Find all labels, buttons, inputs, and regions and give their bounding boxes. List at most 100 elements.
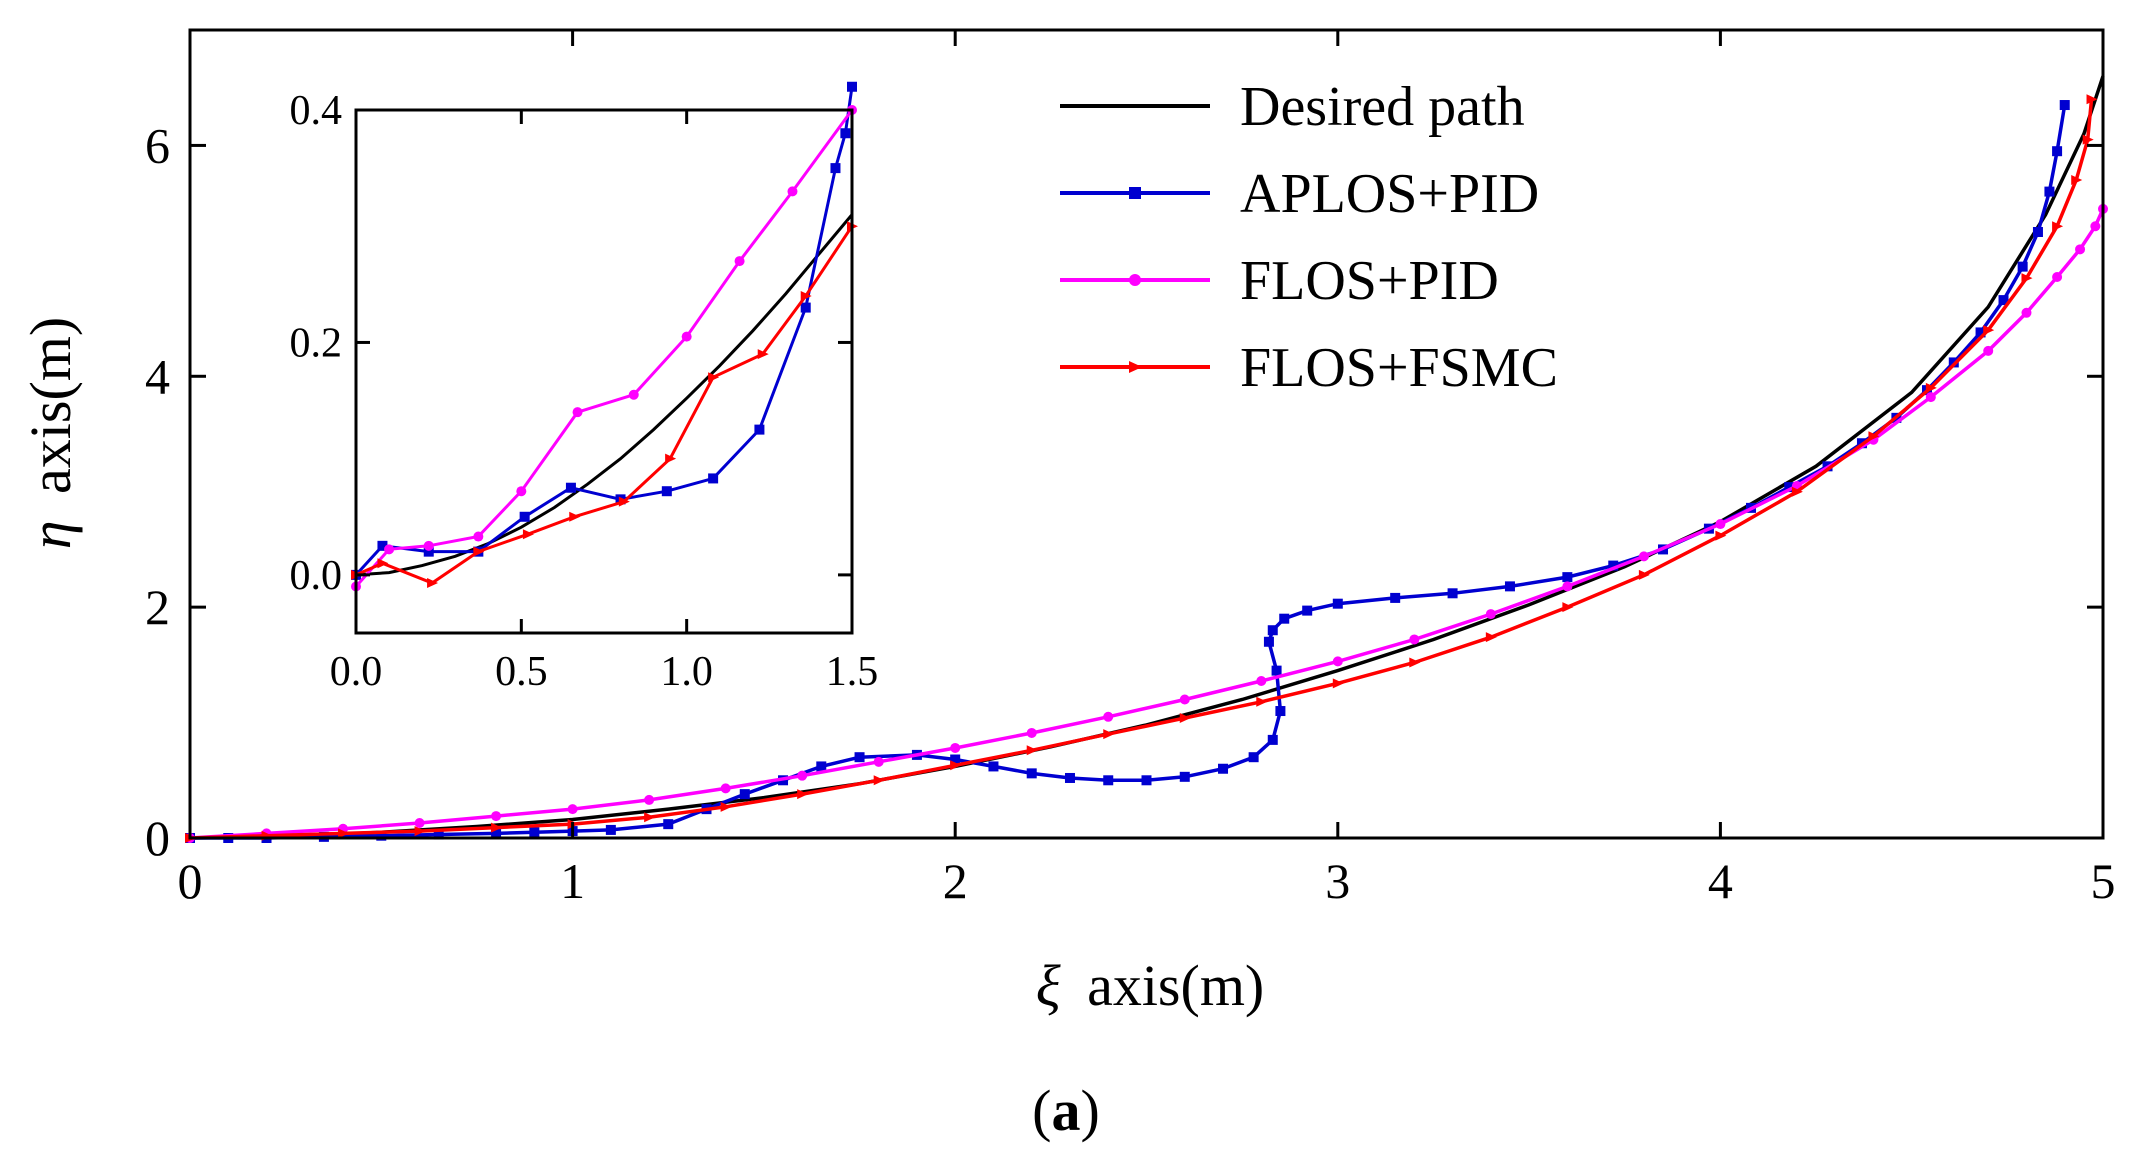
series-3-point (1715, 530, 1727, 541)
series-3-point (1868, 431, 1880, 442)
panel-label-close: ) (1081, 1078, 1100, 1143)
y-axis-symbol: η (18, 520, 83, 549)
series-1-point (1248, 752, 1259, 763)
series-1-point (1275, 706, 1286, 717)
series-1-point (1975, 327, 1986, 338)
series-1-point (1064, 772, 1075, 783)
inset-series-1-point (847, 81, 857, 92)
legend-label-3: FLOS+FSMC (1240, 337, 1558, 399)
series-3-point (338, 828, 350, 839)
series-2-point (644, 794, 655, 805)
inset-series-1-point (840, 128, 851, 139)
inset-series-2-point (423, 540, 434, 551)
main-plot: 0 1 2 3 4 5 0 2 4 6 (145, 28, 2116, 909)
series-line-2 (189, 208, 2105, 840)
inset-series-3-point (522, 529, 534, 540)
legend-marker-3 (1129, 361, 1143, 373)
series-1-point (1332, 598, 1343, 609)
series-1-point (1998, 295, 2009, 306)
inset-series-3-point (618, 496, 630, 507)
inset-series-1-point (377, 540, 388, 551)
series-1-point (1218, 763, 1229, 774)
inset-series-2-point (516, 486, 527, 497)
series-3-point (720, 801, 732, 812)
series-1-point (1267, 625, 1278, 636)
series-1-point (2044, 186, 2055, 197)
inset-series-line-1 (354, 86, 854, 576)
series-1-point (950, 754, 961, 765)
series-2-point (1925, 392, 1936, 403)
inset-y-tick-label: 0.4 (290, 88, 343, 134)
legend-marker-2 (1129, 274, 1141, 286)
series-3-point (1983, 325, 1995, 336)
series-2-point (950, 742, 961, 753)
series-3-point (1791, 486, 1803, 497)
y-tick-label: 2 (145, 579, 170, 635)
series-3-point (1562, 602, 1574, 613)
x-tick-label: 2 (943, 853, 968, 909)
series-1-point (1784, 482, 1795, 493)
inset-y-tick-label: 0.2 (290, 320, 343, 366)
inset-series-1-point (708, 473, 719, 484)
series-1-point (1026, 768, 1037, 779)
inset-series-3-point (569, 511, 581, 522)
panel-label-open: ( (1032, 1078, 1051, 1143)
panel-label: (a) (1032, 1078, 1100, 1143)
series-1-point (988, 761, 999, 772)
series-1-point (1562, 572, 1573, 583)
series-3-point (1332, 678, 1344, 689)
series-2-point (797, 770, 808, 781)
inset-x-tick-label: 1.5 (826, 649, 879, 695)
inset-x-tick-label: 0.5 (495, 649, 548, 695)
inset-series-3-point (665, 453, 677, 464)
x-tick-label: 5 (2091, 853, 2116, 909)
series-line-0 (189, 75, 2105, 840)
inset-series-2-point (473, 531, 484, 542)
series-1-point (2052, 146, 2063, 157)
series-1-point (1179, 771, 1190, 782)
inset-y-tick-label: 0.0 (290, 553, 343, 599)
legend: Desired path APLOS+PID FLOS+PID FLOS+FSMC (1060, 76, 1558, 399)
series-1-point (605, 824, 616, 835)
y-axis-label: axis(m) (18, 317, 83, 494)
y-tick-label: 6 (145, 117, 170, 173)
inset-x-tick-label: 1.0 (660, 649, 713, 695)
series-3-point (1409, 657, 1421, 668)
series-2-point (1026, 727, 1037, 738)
inset-x-tick-label: 0.0 (330, 649, 383, 695)
y-tick-label: 0 (145, 810, 170, 866)
series-1-point (529, 827, 540, 838)
inset-series-3-point (427, 578, 439, 589)
series-3-point (2052, 221, 2064, 232)
series-2-point (2090, 221, 2101, 232)
x-tick-label: 3 (1325, 853, 1350, 909)
inset-series-1-point (661, 486, 672, 497)
series-3-point (2086, 94, 2098, 105)
series-2-point (1179, 694, 1190, 705)
inset-series-3-point (473, 546, 485, 557)
x-axis-label: axis(m) (1087, 953, 1264, 1018)
series-1-point (1141, 775, 1152, 786)
inset-plot: 0.0 0.5 1.0 1.5 0.0 0.2 0.4 (290, 81, 879, 695)
series-2-point (720, 783, 731, 794)
inset-series-1-point (423, 546, 434, 557)
series-3-point (1485, 632, 1497, 643)
series-3-point (491, 822, 503, 833)
x-axis-title: ξ axis(m) (1036, 953, 1265, 1018)
inset-series-1-point (519, 511, 530, 522)
series-2-point (491, 811, 502, 822)
plot-frame (188, 28, 2105, 840)
panel-label-letter: a (1052, 1078, 1081, 1143)
series-2-point (2052, 272, 2063, 283)
series-1-point (739, 789, 750, 800)
series-3-point (644, 812, 656, 823)
series-3-point (873, 775, 885, 786)
legend-marker-1 (1129, 187, 1141, 199)
series-2-point (1638, 551, 1649, 562)
series-2-point (1409, 634, 1420, 645)
legend-label-0: Desired path (1240, 76, 1525, 138)
series-1-point (2032, 227, 2043, 237)
series-3-point (1256, 696, 1268, 707)
series-2-point (1715, 519, 1726, 530)
